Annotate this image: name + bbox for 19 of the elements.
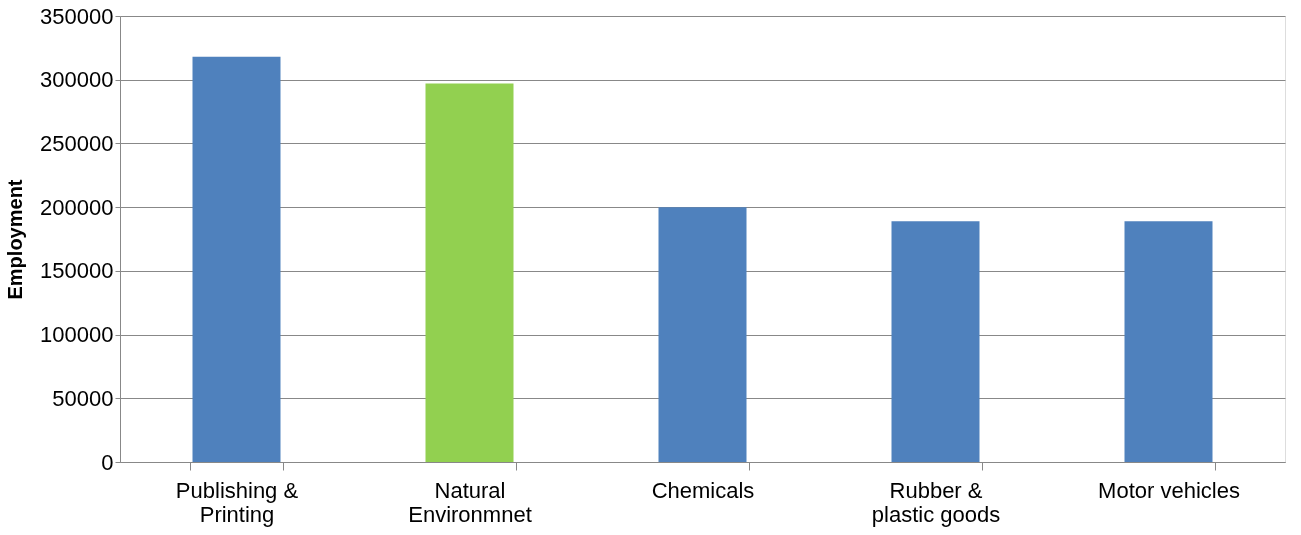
y-tick-label: 200000: [40, 194, 114, 220]
bar: [425, 83, 514, 462]
bar: [1124, 221, 1213, 462]
y-tick-label: 350000: [40, 3, 114, 29]
x-tick-label: Chemicals: [651, 477, 755, 503]
x-tick-label: Natural Environmnet: [408, 477, 532, 527]
bar: [891, 221, 980, 462]
y-tick-label: 250000: [40, 130, 114, 156]
y-tick-label: 150000: [40, 258, 114, 284]
y-tick-label: 100000: [40, 322, 114, 348]
x-tick-label: Publishing & Printing: [175, 477, 299, 527]
y-tick-label: 300000: [40, 67, 114, 93]
y-axis-title: Employment: [4, 179, 27, 300]
y-tick-label: 50000: [52, 385, 114, 411]
y-tick-label: 0: [101, 449, 114, 475]
x-tick-label: Rubber & plastic goods: [871, 477, 1001, 527]
bar: [658, 207, 747, 462]
x-tick-label: Motor vehicles: [1098, 477, 1240, 503]
bar: [192, 56, 281, 462]
